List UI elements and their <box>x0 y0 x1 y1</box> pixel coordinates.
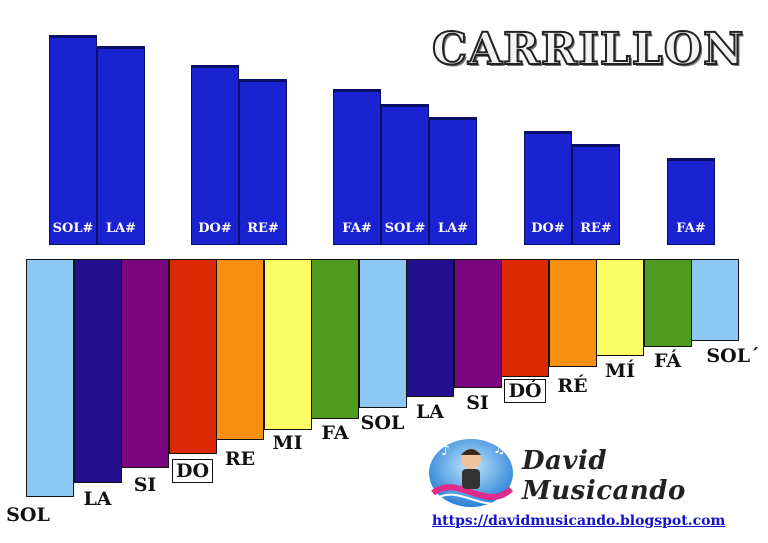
natural-key <box>453 259 502 388</box>
natural-key-label: MÍ <box>585 360 655 382</box>
sharp-key-label: DO# <box>531 221 565 236</box>
sharp-key: FA# <box>667 158 715 245</box>
natural-key <box>691 259 739 341</box>
sharp-key: RE# <box>572 144 620 245</box>
natural-key <box>501 259 549 377</box>
natural-key-text: FÁ <box>653 350 682 372</box>
musician-avatar-icon: ♪ ♫ <box>429 439 514 507</box>
natural-key-label: SOL <box>0 504 63 526</box>
natural-key-label: SOL <box>348 412 418 434</box>
sharp-key-label: DO# <box>198 221 232 236</box>
natural-key <box>216 259 264 440</box>
natural-key-text: SI <box>466 392 489 414</box>
natural-key-label: RE <box>205 448 275 470</box>
svg-text:♫: ♫ <box>493 441 506 457</box>
natural-key-text: DO <box>171 459 214 483</box>
sharp-key-label: FA# <box>676 221 706 236</box>
sharp-key: RE# <box>239 79 287 245</box>
sharp-key: DO# <box>191 65 239 245</box>
natural-key <box>406 259 454 397</box>
natural-key <box>358 259 407 408</box>
natural-key-text: SOL <box>360 412 405 434</box>
natural-key-text: MÍ <box>605 360 635 382</box>
blog-link[interactable]: https://davidmusicando.blogspot.com <box>432 513 726 529</box>
natural-key-text: FA <box>321 422 349 444</box>
natural-key <box>121 259 169 468</box>
sharp-key: LA# <box>97 46 145 245</box>
svg-text:♪: ♪ <box>441 443 450 459</box>
page-title: CARRILLON <box>431 23 745 76</box>
natural-key-label: LA <box>395 401 465 423</box>
natural-key-text: SI <box>133 474 157 496</box>
natural-key <box>26 259 74 497</box>
natural-key-label: FA <box>300 422 370 444</box>
natural-key-text: DÓ <box>504 379 546 403</box>
natural-key-label: SI <box>110 474 180 496</box>
sharp-key-label: SOL# <box>384 221 426 236</box>
natural-key-text: LA <box>83 488 112 510</box>
natural-key-label: FÁ <box>633 350 703 372</box>
natural-key <box>168 259 217 454</box>
sharp-key-label: RE# <box>580 221 612 236</box>
natural-key-text: RÉ <box>557 375 588 397</box>
natural-key <box>311 259 359 419</box>
natural-key-label: LA <box>63 488 133 510</box>
natural-key-label: SI <box>443 392 513 414</box>
sharp-key: FA# <box>333 89 381 245</box>
natural-key-label: DÓ <box>490 379 560 403</box>
natural-key <box>596 259 644 356</box>
natural-key-text: MI <box>272 432 303 454</box>
natural-key <box>643 259 692 347</box>
natural-key-label: RÉ <box>538 375 608 397</box>
sharp-key: LA# <box>429 117 477 245</box>
sharp-key-label: FA# <box>342 221 372 236</box>
natural-key-label: SOL´ <box>698 345 768 367</box>
natural-key-label: MI <box>253 432 323 454</box>
sharp-key: SOL# <box>381 104 429 245</box>
natural-key <box>73 259 122 483</box>
natural-key-text: RE <box>224 448 256 470</box>
brand-name: David Musicando <box>522 446 686 506</box>
sharp-key: DO# <box>524 131 572 245</box>
natural-key-label: DO <box>158 459 228 483</box>
natural-key-text: SOL <box>6 504 50 526</box>
natural-key-text: LA <box>415 401 445 423</box>
natural-key <box>548 259 597 367</box>
sharp-key-label: LA# <box>437 221 469 236</box>
sharp-key-label: SOL# <box>52 221 94 236</box>
sharp-key: SOL# <box>49 35 97 245</box>
sharp-key-label: LA# <box>105 221 137 236</box>
natural-key-text: SOL´ <box>706 345 760 367</box>
natural-key <box>263 259 312 430</box>
sharp-key-label: RE# <box>247 221 279 236</box>
